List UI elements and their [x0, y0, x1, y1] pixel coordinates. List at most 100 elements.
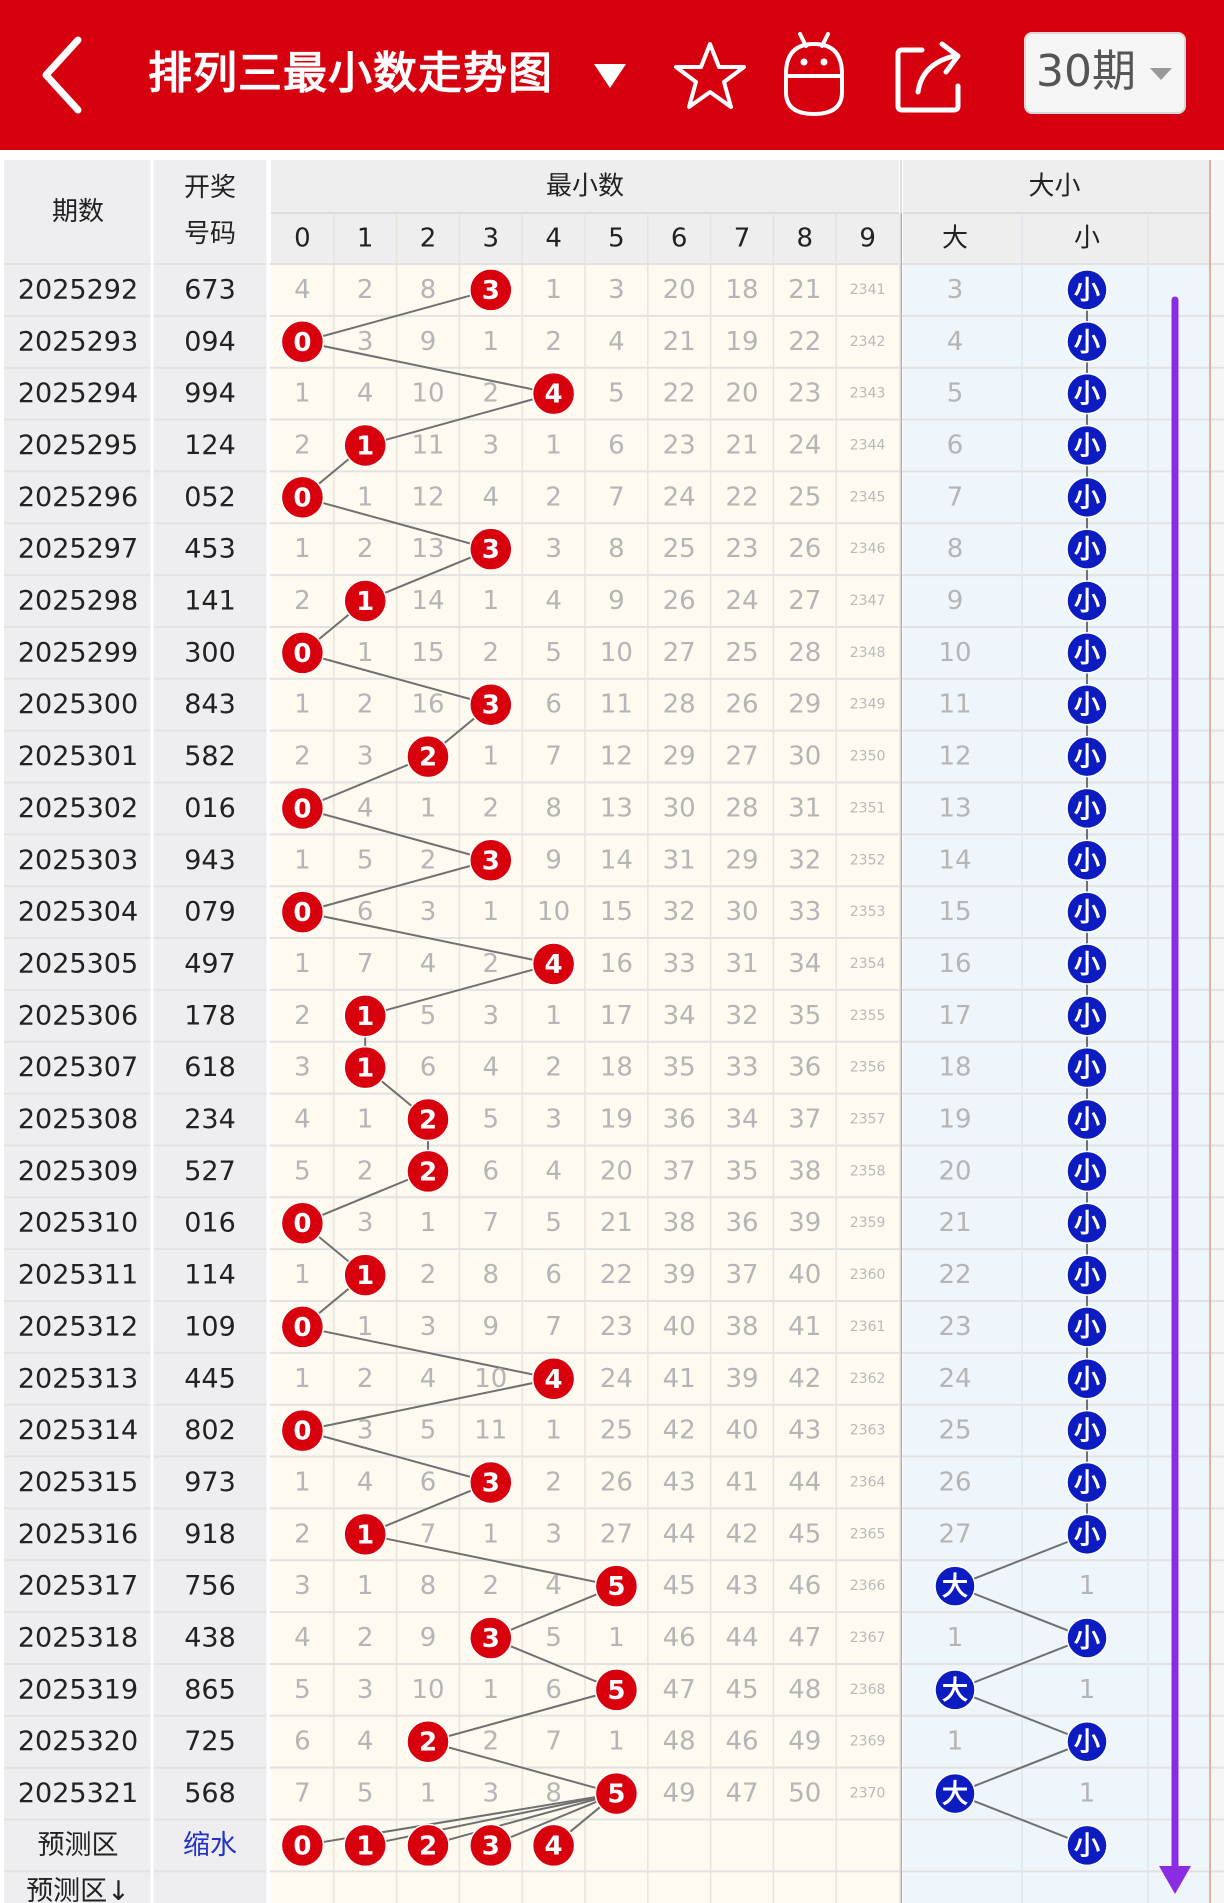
miss-count: 1	[483, 1519, 500, 1549]
size-miss-count: 5	[947, 379, 964, 409]
miss-count: 2	[294, 1519, 311, 1549]
miss-count: 4	[545, 586, 562, 616]
period-cell: 2025315	[18, 1467, 138, 1498]
favorite-star-icon[interactable]	[674, 40, 746, 112]
miss-count: 20	[600, 1156, 633, 1186]
code-cell: 438	[184, 1623, 236, 1654]
period-cell: 2025293	[18, 326, 138, 357]
period-select[interactable]: 30期	[1024, 32, 1186, 114]
code-cell: 109	[184, 1311, 236, 1342]
miss-count: 35	[725, 1156, 758, 1186]
size-small-ball	[1066, 1150, 1108, 1193]
miss-count: 37	[725, 1260, 758, 1290]
shrink-link[interactable]: 缩水	[183, 1830, 237, 1861]
miss-count: 10	[411, 1675, 444, 1705]
miss-count: 2362	[850, 1371, 886, 1387]
min-digit-ball-label: 3	[482, 1468, 500, 1498]
size-miss-count: 9	[947, 586, 964, 616]
miss-count: 29	[725, 845, 758, 875]
miss-count: 2353	[850, 904, 886, 920]
right-edge-bg	[1210, 160, 1224, 1903]
miss-count: 2349	[850, 697, 886, 713]
predict-ball[interactable]	[406, 1823, 450, 1868]
predict-ball[interactable]	[469, 1823, 513, 1868]
predict-ball[interactable]	[531, 1823, 576, 1868]
size-ball-label: 小	[1074, 1417, 1100, 1447]
miss-count: 36	[663, 1105, 696, 1135]
miss-count: 11	[600, 690, 633, 720]
miss-count: 26	[663, 586, 696, 616]
size-small-ball	[1066, 1202, 1108, 1244]
miss-count: 1	[357, 1105, 374, 1135]
miss-count: 22	[788, 327, 821, 357]
miss-count: 6	[545, 690, 562, 720]
code-cell: 943	[184, 845, 236, 876]
min-digit-ball-label: 3	[482, 691, 500, 721]
miss-count: 43	[663, 1467, 696, 1497]
period-cell: 2025295	[18, 430, 138, 461]
miss-count: 40	[663, 1312, 696, 1342]
min-digit-ball-label: 2	[419, 1106, 437, 1136]
min-digit-ball	[280, 786, 325, 831]
period-cell: 2025308	[18, 1104, 138, 1135]
miss-count: 4	[357, 379, 374, 409]
miss-count: 4	[483, 1053, 500, 1083]
predict-ball[interactable]	[343, 1823, 387, 1868]
miss-count: 24	[663, 482, 696, 512]
miss-count: 4	[294, 1623, 311, 1653]
min-digit-ball-label: 3	[482, 535, 500, 565]
miss-count: 42	[725, 1519, 758, 1549]
size-small-ball	[1066, 891, 1108, 933]
predict-size-ball[interactable]	[1066, 1824, 1108, 1867]
min-digit-ball	[469, 682, 513, 727]
miss-count: 1	[608, 1623, 625, 1653]
miss-count: 16	[600, 949, 633, 979]
miss-count: 2341	[850, 282, 886, 298]
miss-count: 39	[663, 1260, 696, 1290]
min-digit-ball-label: 4	[545, 950, 563, 980]
miss-count: 13	[600, 793, 633, 823]
android-robot-icon[interactable]	[778, 30, 850, 118]
size-ball-label: 小	[1074, 743, 1100, 773]
miss-count: 21	[725, 430, 758, 460]
header-numbers-line2: 号码	[184, 219, 236, 249]
header-big: 大	[942, 224, 968, 254]
min-digit-ball	[531, 1357, 576, 1401]
size-ball-label: 大	[942, 1676, 968, 1706]
miss-count: 2370	[850, 1786, 886, 1802]
back-arrow-icon[interactable]	[28, 30, 108, 120]
min-digit-ball	[280, 320, 325, 364]
period-cell: 2025306	[18, 1000, 138, 1031]
miss-count: 24	[725, 586, 758, 616]
miss-count: 2366	[850, 1578, 886, 1594]
predict-ball[interactable]	[280, 1823, 325, 1868]
miss-count: 2	[483, 379, 500, 409]
page-title[interactable]: 排列三最小数走势图	[148, 48, 553, 99]
size-miss-count: 1	[947, 1727, 964, 1757]
miss-count: 2	[483, 1727, 500, 1757]
header-numbers-line1: 开奖	[184, 173, 236, 203]
code-cell: 582	[184, 741, 236, 772]
code-cell: 178	[184, 1000, 236, 1031]
size-small-ball	[1066, 1254, 1108, 1296]
miss-count: 5	[545, 1623, 562, 1653]
header-period: 期数	[52, 197, 104, 227]
arrow-head-icon	[1159, 1866, 1191, 1894]
size-miss-count: 7	[947, 482, 964, 512]
miss-count: 7	[545, 742, 562, 772]
miss-count: 22	[663, 379, 696, 409]
miss-count: 38	[663, 1208, 696, 1238]
miss-count: 4	[420, 1364, 437, 1394]
miss-count: 37	[663, 1156, 696, 1186]
size-ball-label: 小	[1074, 794, 1100, 824]
predict-next-label: 预测区↓	[26, 1876, 130, 1903]
miss-count: 1	[294, 1260, 311, 1290]
miss-count: 2355	[850, 1008, 886, 1024]
size-small-ball	[1066, 995, 1108, 1037]
min-digit-ball	[469, 838, 513, 883]
title-dropdown-icon[interactable]	[590, 56, 630, 96]
size-ball-label: 小	[1074, 846, 1100, 876]
min-digit-ball	[594, 1771, 639, 1816]
share-icon[interactable]	[892, 36, 970, 116]
miss-count: 2	[357, 1156, 374, 1186]
